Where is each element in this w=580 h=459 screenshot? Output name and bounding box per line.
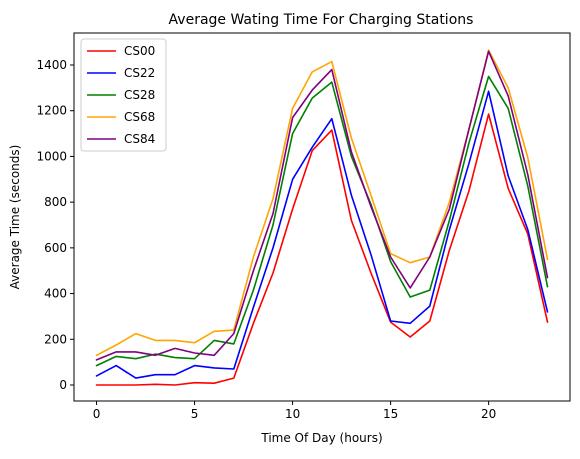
x-axis-label: Time Of Day (hours) xyxy=(260,431,382,445)
y-tick-label: 200 xyxy=(44,332,67,346)
legend-box xyxy=(80,38,167,152)
series-line-cs84 xyxy=(95,50,549,361)
x-tick-label: 10 xyxy=(285,407,300,421)
legend-label-cs00: CS00 xyxy=(124,44,155,58)
legend: CS00 CS22 CS28 CS68 CS84 xyxy=(80,38,167,152)
series-line-cs22 xyxy=(95,90,549,379)
x-axis-ticks: 0 5 10 15 20 xyxy=(93,401,496,421)
legend-label-cs22: CS22 xyxy=(124,66,155,80)
y-tick-label: 1400 xyxy=(36,58,67,72)
legend-items: CS00 CS22 CS28 CS68 CS84 xyxy=(87,44,155,146)
y-tick-label: 800 xyxy=(44,195,67,209)
plot-area xyxy=(73,32,571,402)
plot-frame xyxy=(73,32,571,402)
chart-title: Average Wating Time For Charging Station… xyxy=(169,12,474,28)
x-tick-label: 20 xyxy=(481,407,496,421)
y-tick-label: 1000 xyxy=(36,149,67,163)
legend-label-cs84: CS84 xyxy=(124,132,155,146)
series-lines xyxy=(95,49,549,386)
x-tick-label: 0 xyxy=(93,407,101,421)
y-tick-label: 1200 xyxy=(36,104,67,118)
x-tick-label: 15 xyxy=(383,407,398,421)
series-line-cs00 xyxy=(95,113,549,386)
y-axis-ticks: 0 200 400 600 800 1000 1200 1400 xyxy=(36,58,74,392)
y-tick-label: 600 xyxy=(44,241,67,255)
x-tick-label: 5 xyxy=(191,407,199,421)
legend-label-cs68: CS68 xyxy=(124,110,155,124)
y-tick-label: 400 xyxy=(44,287,67,301)
legend-label-cs28: CS28 xyxy=(124,88,155,102)
y-axis-label: Average Time (seconds) xyxy=(8,145,22,290)
series-line-cs28 xyxy=(95,75,549,367)
y-tick-label: 0 xyxy=(59,378,67,392)
